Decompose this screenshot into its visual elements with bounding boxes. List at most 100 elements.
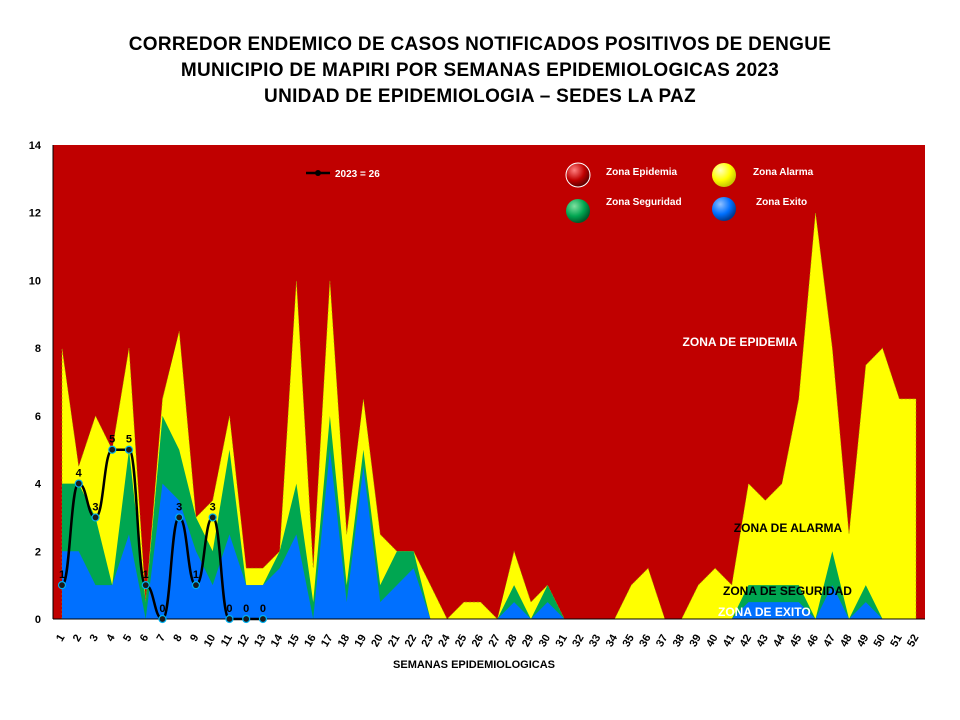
line-2023-point <box>91 513 100 522</box>
line-2023-data-label: 1 <box>193 569 199 581</box>
legend-line-marker <box>315 170 321 176</box>
x-tick-label: 31 <box>553 633 570 650</box>
x-tick-label: 22 <box>403 633 420 650</box>
line-2023-data-label: 3 <box>210 501 216 513</box>
label-zona-seguridad: ZONA DE SEGURIDAD <box>723 584 852 598</box>
line-2023-point <box>141 581 150 590</box>
label-zona-exito: ZONA DE EXITO <box>718 605 811 619</box>
label-zona-epidemia: ZONA DE EPIDEMIA <box>683 335 798 349</box>
x-tick-label: 2 <box>71 633 84 644</box>
x-tick-label: 28 <box>503 633 520 650</box>
line-2023-data-label: 0 <box>260 603 266 615</box>
line-2023-data-label: 1 <box>143 569 149 581</box>
x-tick-label: 47 <box>821 633 838 650</box>
y-tick-label: 2 <box>35 546 41 558</box>
x-tick-label: 5 <box>121 633 134 644</box>
line-2023-data-label: 0 <box>243 603 249 615</box>
x-tick-label: 48 <box>838 633 855 650</box>
legend-label-zona-exito: Zona Exito <box>756 197 807 208</box>
x-tick-label: 52 <box>905 633 922 650</box>
x-tick-label: 44 <box>771 632 788 649</box>
legend-marker-zona-exito <box>712 197 736 221</box>
line-2023-point <box>208 513 217 522</box>
x-tick-label: 40 <box>704 633 721 650</box>
legend-marker-zona-alarma <box>712 163 736 187</box>
x-tick-label: 35 <box>620 633 637 650</box>
line-2023-data-label: 1 <box>59 569 65 581</box>
y-tick-label: 14 <box>29 140 42 152</box>
y-tick-label: 8 <box>35 343 41 355</box>
legend-line-label: 2023 = 26 <box>335 169 380 180</box>
x-tick-label: 1 <box>54 633 67 644</box>
line-2023-point <box>258 614 268 624</box>
legend-label-zona-epidemia: Zona Epidemia <box>606 167 678 178</box>
line-2023-point <box>242 614 251 624</box>
line-2023-point <box>158 614 167 624</box>
x-tick-label: 33 <box>587 633 604 650</box>
x-tick-label: 18 <box>336 633 353 650</box>
x-tick-label: 14 <box>269 632 286 649</box>
y-tick-label: 6 <box>35 411 41 423</box>
y-tick-label: 4 <box>35 479 42 491</box>
legend-label-zona-seguridad: Zona Seguridad <box>606 197 682 208</box>
x-tick-label: 13 <box>252 633 269 650</box>
x-tick-label: 3 <box>88 633 101 644</box>
x-tick-label: 12 <box>235 633 252 650</box>
x-tick-label: 10 <box>202 633 219 650</box>
line-2023-data-label: 5 <box>126 434 132 446</box>
line-2023-data-label: 4 <box>76 468 83 480</box>
x-tick-label: 36 <box>637 633 654 650</box>
x-tick-label: 17 <box>319 633 336 650</box>
x-tick-label: 39 <box>687 633 704 650</box>
y-tick-label: 10 <box>29 275 41 287</box>
chart-title-line-3: UNIDAD DE EPIDEMIOLOGIA – SEDES LA PAZ <box>264 86 696 107</box>
legend: 2023 = 26 Zona Epidemia Zona Alarma Zona Se… <box>306 162 814 223</box>
x-tick-label: 49 <box>855 633 872 650</box>
x-tick-label: 4 <box>104 632 118 644</box>
chart-title-line-1: CORREDOR ENDEMICO DE CASOS NOTIFICADOS P… <box>128 34 832 55</box>
line-2023-data-label: 5 <box>109 434 115 446</box>
line-2023-point <box>124 445 134 454</box>
x-tick-label: 50 <box>872 633 889 650</box>
area-zona-exito <box>62 449 916 619</box>
x-tick-label: 32 <box>570 633 587 650</box>
zone-labels: ZONA DE EPIDEMIA ZONA DE ALARMA ZONA DE SE… <box>683 335 853 619</box>
x-tick-label: 46 <box>805 633 822 650</box>
line-2023-point <box>191 581 201 590</box>
x-tick-label: 37 <box>654 633 671 650</box>
legend-marker-zona-seguridad <box>566 199 590 223</box>
x-tick-label: 29 <box>520 633 537 650</box>
x-tick-label: 43 <box>754 633 771 650</box>
x-tick-label: 51 <box>888 633 905 650</box>
x-tick-label: 38 <box>671 633 688 650</box>
y-tick-label: 0 <box>35 614 41 626</box>
x-tick-label: 27 <box>486 633 503 650</box>
line-2023-point <box>225 614 234 624</box>
line-2023-data-label: 3 <box>176 501 182 513</box>
legend-marker-zona-epidemia <box>565 162 591 188</box>
chart-title-line-2: MUNICIPIO DE MAPIRI POR SEMANAS EPIDEMIO… <box>180 60 780 81</box>
x-tick-label: 20 <box>369 633 386 650</box>
x-tick-label: 30 <box>537 633 554 650</box>
x-tick-label: 41 <box>721 633 738 650</box>
x-tick-label: 23 <box>419 633 436 650</box>
x-tick-label: 21 <box>386 633 403 650</box>
x-tick-label: 7 <box>155 633 168 644</box>
line-2023-point <box>74 479 83 488</box>
x-tick-label: 24 <box>436 632 453 649</box>
x-tick-label: 9 <box>188 633 201 644</box>
legend-label-zona-alarma: Zona Alarma <box>753 167 814 178</box>
x-tick-label: 26 <box>470 633 487 650</box>
line-2023-point <box>108 445 117 454</box>
line-2023-data-label: 3 <box>92 501 98 513</box>
x-tick-label: 8 <box>171 633 184 644</box>
x-tick-label: 11 <box>219 633 235 649</box>
x-tick-label: 34 <box>604 632 621 649</box>
x-tick-label: 25 <box>453 633 470 650</box>
x-tick-label: 19 <box>352 633 369 650</box>
x-tick-label: 42 <box>738 633 755 650</box>
zone-areas <box>53 145 925 620</box>
